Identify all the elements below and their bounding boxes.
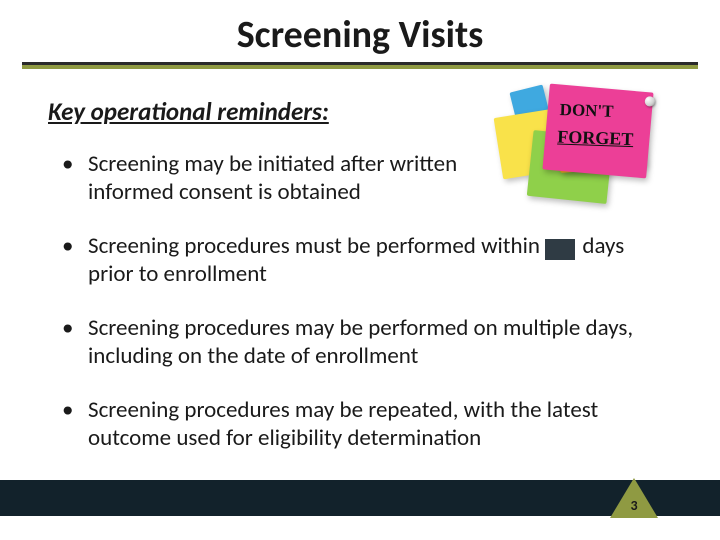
bullet-text: Screening procedures may be performed on… [88, 314, 633, 370]
slide: Screening Visits Key operational reminde… [0, 0, 720, 540]
slide-title: Screening Visits [0, 12, 720, 58]
pin-icon [644, 96, 655, 107]
bullet-list: Screening may be initiated after written… [62, 150, 662, 478]
bullet-item: Screening procedures may be performed on… [62, 314, 662, 370]
page-number: 3 [610, 497, 658, 514]
sticky-text-line2: FORGET [557, 126, 634, 150]
bullet-text: Screening procedures may be repeated, wi… [88, 396, 598, 452]
sticky-text-line1: DON'T [559, 100, 614, 122]
sticky-note-blue [509, 85, 552, 134]
subheading: Key operational reminders: [48, 96, 329, 127]
title-rule-olive [22, 65, 698, 69]
bullet-item: Screening procedures must be performed w… [62, 232, 662, 288]
bullet-item: Screening may be initiated after written… [62, 150, 462, 206]
bullet-item: Screening procedures may be repeated, wi… [62, 396, 662, 452]
bullet-text: Screening may be initiated after written… [88, 150, 457, 206]
redacted-box [545, 239, 575, 260]
